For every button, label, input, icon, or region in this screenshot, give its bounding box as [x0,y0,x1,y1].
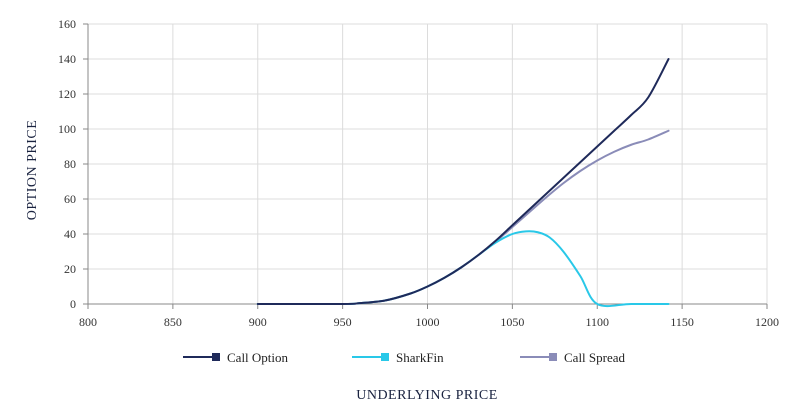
legend-item-call-spread: Call Spread [520,350,626,365]
y-tick-label: 80 [64,157,76,171]
legend-marker [549,353,557,361]
y-tick-label: 40 [64,227,76,241]
y-tick-label: 140 [58,52,76,66]
y-axis-title: OPTION PRICE [25,120,40,221]
y-tick-label: 60 [64,192,76,206]
x-axis-title: UNDERLYING PRICE [356,388,498,403]
series-line-call-option [256,58,670,306]
legend: Call Option SharkFin Call Spread [183,350,626,365]
legend-marker [212,353,220,361]
y-tick-label: 20 [64,262,76,276]
legend-marker [381,353,389,361]
x-tick-label: 900 [249,315,267,329]
y-tick-labels: 0 20 40 60 80 100 120 140 160 [58,17,76,311]
legend-item-sharkfin: SharkFin [352,350,444,365]
y-tick-label: 100 [58,122,76,136]
x-tick-label: 950 [334,315,352,329]
x-tick-label: 800 [79,315,97,329]
y-tick-label: 0 [70,297,76,311]
series-line-call-spread [256,129,670,306]
x-tick-labels: 800 850 900 950 1000 1050 1100 1150 1200 [79,315,779,329]
legend-item-call-option: Call Option [183,350,289,365]
x-tick-label: 1050 [500,315,524,329]
x-tick-label: 1200 [755,315,779,329]
series-lines [256,58,670,308]
x-tick-label: 1100 [585,315,609,329]
x-tick-label: 1150 [670,315,694,329]
legend-label: Call Spread [564,350,626,365]
x-tick-label: 1000 [416,315,440,329]
x-tick-label: 850 [164,315,182,329]
y-tick-label: 160 [58,17,76,31]
y-tick-label: 120 [58,87,76,101]
legend-label: SharkFin [396,350,444,365]
legend-label: Call Option [227,350,289,365]
grid-lines [88,23,768,304]
